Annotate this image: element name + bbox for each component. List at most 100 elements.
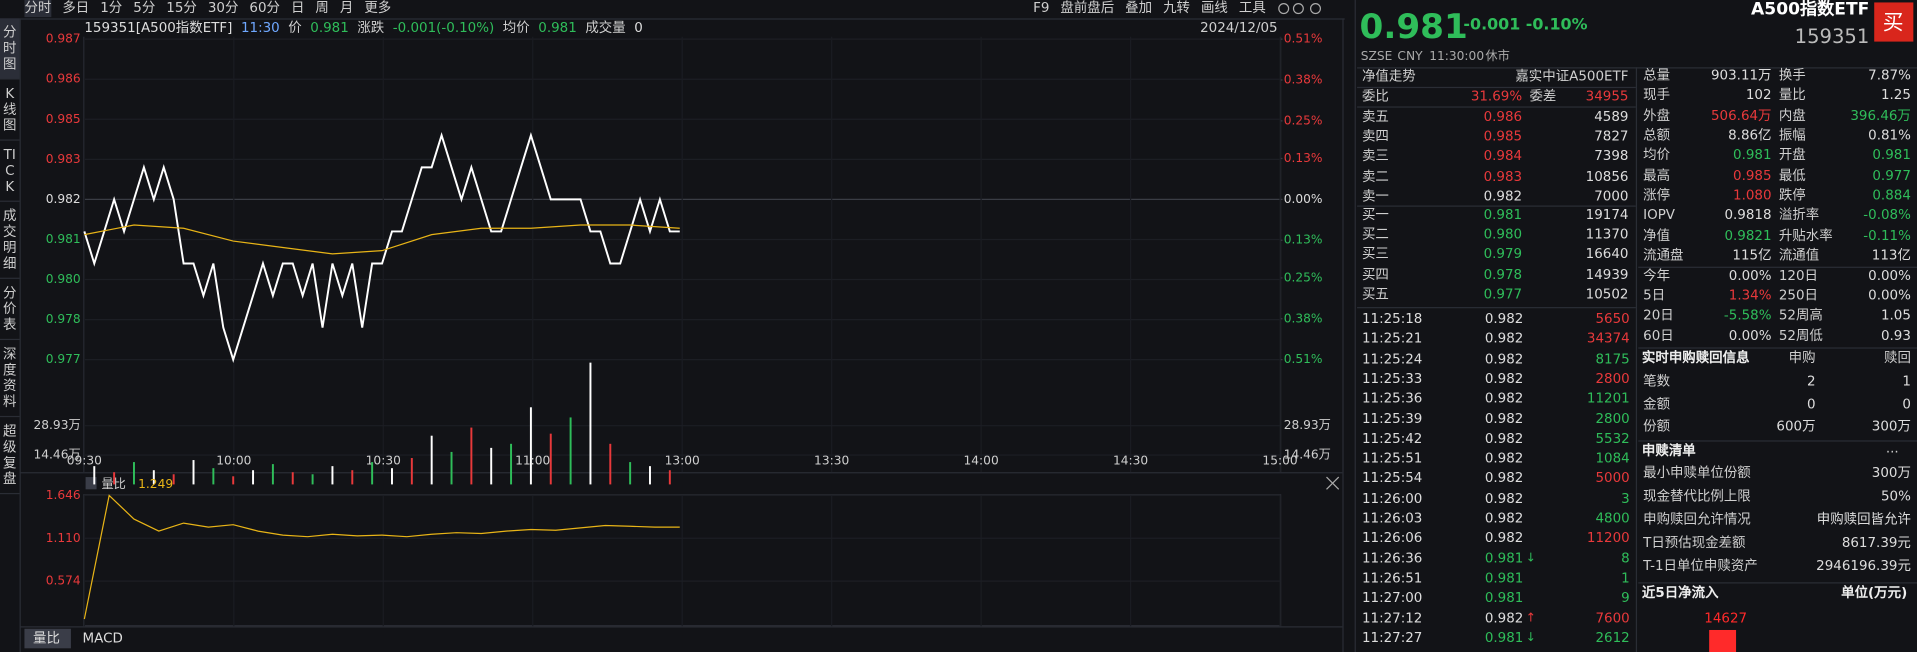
- toolbar-button[interactable]: 盘前盘后: [1060, 0, 1115, 16]
- stat-label: 52周高: [1778, 307, 1823, 324]
- quote-name: A500指数ETF: [1751, 0, 1870, 20]
- stat-label: 5日: [1643, 287, 1666, 304]
- toolbar-button[interactable]: 15分: [166, 0, 197, 16]
- book-label: 卖四: [1361, 128, 1389, 145]
- toolbar-button[interactable]: 更多: [364, 0, 392, 16]
- y2-tick-label: 0.51%: [1284, 32, 1323, 46]
- value: 0: [634, 19, 643, 36]
- label: 成交量: [585, 19, 626, 36]
- stat-label: 现手: [1643, 87, 1671, 104]
- y-tick-label: 1.646: [46, 488, 81, 502]
- stat-label: 净值: [1643, 227, 1671, 244]
- quote-price: 0.981: [1359, 6, 1468, 47]
- toolbar-button[interactable]: 周: [315, 0, 329, 16]
- side-tab[interactable]: 分时图: [0, 18, 20, 80]
- fund-name: 嘉实中证A500ETF: [1515, 68, 1629, 85]
- trade-volume: 8175: [1595, 350, 1630, 367]
- x-tick-label: 13:30: [814, 454, 849, 468]
- tab-bg: [24, 628, 71, 649]
- stat-value: 0.00%: [1728, 327, 1772, 344]
- volume-bar: [589, 362, 592, 485]
- stat-label: 振幅: [1778, 127, 1806, 144]
- label: 价: [288, 19, 302, 36]
- side-tab[interactable]: 成交明细: [0, 202, 20, 279]
- stat-label: 溢折率: [1778, 207, 1820, 224]
- toolbar-button[interactable]: 60分: [249, 0, 280, 16]
- toolbar-button[interactable]: 多日: [62, 0, 90, 16]
- side-tab[interactable]: TICK: [0, 141, 20, 202]
- stat-value: 0.977: [1872, 167, 1911, 184]
- sub-value: 1: [1902, 373, 1911, 389]
- trade-volume: 2800: [1595, 370, 1630, 387]
- trade-price: 0.982: [1484, 390, 1524, 407]
- trade-time: 11:27:12: [1361, 609, 1423, 626]
- toolbar-left: 分时 多日 1分 5分 15分 30分 60分日周月更多: [24, 0, 392, 18]
- x-tick-label: 10:30: [366, 454, 401, 468]
- stat-value: 506.64万: [1711, 107, 1772, 124]
- x-tick-label: 14:30: [1113, 454, 1148, 468]
- book-price: 0.981: [1483, 206, 1523, 223]
- toolbar-button[interactable]: 月: [339, 0, 354, 16]
- divider: [1357, 307, 1636, 309]
- toolbar-button[interactable]: 1分: [100, 0, 123, 16]
- more[interactable]: ...: [1885, 440, 1899, 457]
- toolbar-button[interactable]: 30分: [207, 0, 239, 16]
- stat-value: 115亿: [1732, 247, 1772, 264]
- stat-value: -0.08%: [1863, 207, 1911, 224]
- stat-label: 涨停: [1643, 187, 1671, 204]
- book-price: 0.984: [1483, 148, 1523, 165]
- bottom-tab[interactable]: MACD: [83, 632, 123, 647]
- sub-label: 份额: [1643, 418, 1671, 435]
- sub-value: 0: [1902, 395, 1911, 412]
- trade-time: 11:27:00: [1361, 589, 1423, 606]
- toolbar-button[interactable]: 画线: [1200, 0, 1228, 16]
- toolbar-button[interactable]: 日: [290, 0, 305, 16]
- toolbar-icon: [1278, 3, 1290, 15]
- toolbar-button[interactable]: 叠加: [1125, 0, 1153, 16]
- panel-value: 1.249: [138, 477, 173, 491]
- book-label: 买五: [1361, 285, 1389, 302]
- bottom-tab[interactable]: 量比: [33, 631, 60, 647]
- trade-volume: 11200: [1586, 530, 1630, 546]
- book-volume: 14939: [1585, 266, 1629, 283]
- divider: [1354, 0, 1356, 652]
- divider: [1357, 86, 1636, 89]
- stat-value: 396.46万: [1850, 107, 1911, 124]
- buy-label[interactable]: 买: [1882, 11, 1904, 36]
- trade-arrow: ↓: [1525, 630, 1537, 645]
- toolbar-button[interactable]: 分时: [24, 0, 52, 18]
- y2-tick-label: 0.13%: [1284, 233, 1323, 247]
- trade-time: 11:26:00: [1361, 490, 1423, 507]
- tab: 净值走势: [1361, 68, 1416, 85]
- inflow-label: 14627: [1704, 610, 1748, 627]
- stat-value: 0.81%: [1868, 127, 1911, 144]
- label: 委比: [1361, 88, 1389, 104]
- stat-value: 0.884: [1872, 187, 1911, 204]
- trade-volume: 3: [1621, 490, 1630, 507]
- stat-value: 7.87%: [1868, 67, 1911, 84]
- date: 2024/12/05: [1200, 19, 1278, 36]
- book-label: 买四: [1361, 266, 1389, 283]
- book-volume: 7827: [1594, 128, 1629, 145]
- volume-bar: [232, 476, 235, 485]
- side-tab[interactable]: K线图: [0, 80, 20, 141]
- y-tick-label: 0.977: [46, 352, 81, 366]
- price-line: [84, 224, 680, 255]
- side-tab[interactable]: 分价表: [0, 279, 20, 341]
- toolbar-button[interactable]: 九转: [1163, 0, 1190, 16]
- volume-bar: [529, 407, 532, 485]
- trade-time: 11:25:54: [1361, 470, 1423, 487]
- volume-bar: [291, 472, 294, 485]
- buy-button[interactable]: [1874, 2, 1914, 42]
- book-volume: 11370: [1585, 226, 1629, 243]
- trade-volume: 11201: [1586, 390, 1630, 407]
- book-price: 0.983: [1483, 168, 1523, 185]
- y-tick-label: 0.986: [46, 72, 81, 86]
- side-tab[interactable]: 超级复盘: [0, 417, 20, 495]
- toolbar-button[interactable]: 5分: [133, 0, 156, 16]
- stat-value: 903.11万: [1711, 67, 1772, 84]
- toolbar-button[interactable]: 工具: [1238, 0, 1266, 16]
- y-tick-label: 28.93万: [34, 418, 81, 432]
- toolbar-button[interactable]: F9: [1033, 0, 1050, 16]
- side-tab[interactable]: 深度资料: [0, 340, 20, 418]
